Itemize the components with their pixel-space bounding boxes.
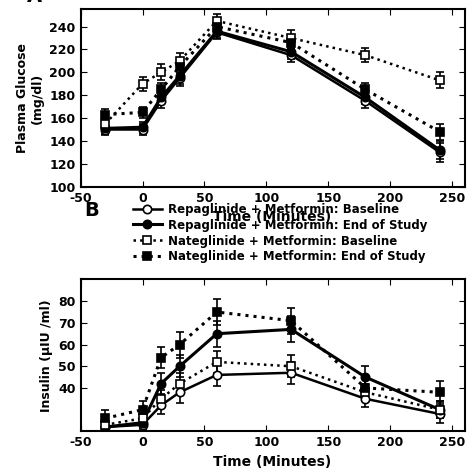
X-axis label: Time (Minutes): Time (Minutes)	[213, 210, 332, 224]
Y-axis label: Plasma Glucose
(mg/dl): Plasma Glucose (mg/dl)	[16, 43, 44, 153]
Legend: Repaglinide + Metformin: Baseline, Repaglinide + Metformin: End of Study, Nategl: Repaglinide + Metformin: Baseline, Repag…	[133, 203, 428, 264]
Text: A: A	[27, 0, 42, 6]
Y-axis label: Insulin (μIU /ml): Insulin (μIU /ml)	[40, 299, 53, 412]
Text: B: B	[84, 201, 99, 219]
X-axis label: Time (Minutes): Time (Minutes)	[213, 455, 332, 469]
